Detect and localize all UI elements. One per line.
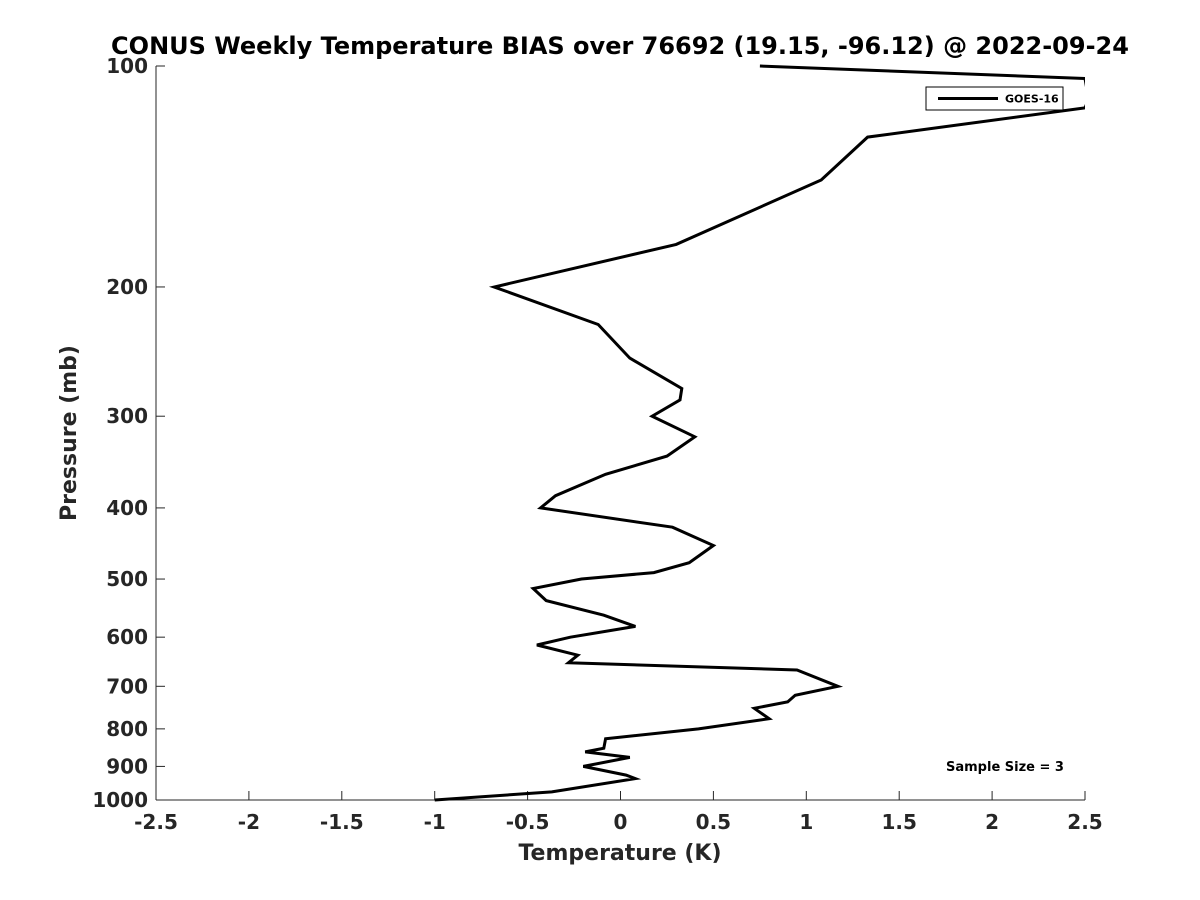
y-tick-label: 300 <box>106 404 148 428</box>
x-tick-label: -2 <box>238 810 260 834</box>
x-tick-label: 0.5 <box>696 810 731 834</box>
y-tick-label: 400 <box>106 496 148 520</box>
y-axis-label: Pressure (mb) <box>57 345 82 521</box>
legend-label-goes-16: GOES-16 <box>1005 93 1059 106</box>
chart-title: CONUS Weekly Temperature BIAS over 76692… <box>111 32 1129 60</box>
x-tick-label: -1 <box>424 810 446 834</box>
x-tick-label: 0 <box>614 810 628 834</box>
x-axis-ticks: -2.5 -2 -1.5 -1 -0.5 0 0.5 1 1.5 2 2.5 <box>134 791 1103 834</box>
y-tick-label: 100 <box>106 54 148 78</box>
sample-size-annotation: Sample Size = 3 <box>946 760 1064 775</box>
y-axis-ticks: 100 200 300 400 500 600 700 800 900 1000 <box>92 54 165 812</box>
y-tick-label: 200 <box>106 275 148 299</box>
y-tick-label: 1000 <box>92 788 148 812</box>
y-tick-label: 700 <box>106 674 148 698</box>
y-tick-label: 800 <box>106 717 148 741</box>
legend: GOES-16 <box>925 86 1064 111</box>
x-tick-label: -0.5 <box>506 810 550 834</box>
y-tick-label: 500 <box>106 567 148 591</box>
x-tick-label: 2.5 <box>1067 810 1102 834</box>
x-axis-label: Temperature (K) <box>518 841 721 866</box>
y-tick-label: 900 <box>106 754 148 778</box>
x-tick-label: 1 <box>799 810 813 834</box>
y-tick-label: 600 <box>106 625 148 649</box>
series-line-goes-16 <box>434 64 1085 802</box>
x-tick-label: 1.5 <box>881 810 916 834</box>
x-tick-label: -1.5 <box>320 810 364 834</box>
x-tick-label: -2.5 <box>134 810 178 834</box>
x-tick-label: 2 <box>985 810 999 834</box>
plot-area <box>156 66 1085 800</box>
